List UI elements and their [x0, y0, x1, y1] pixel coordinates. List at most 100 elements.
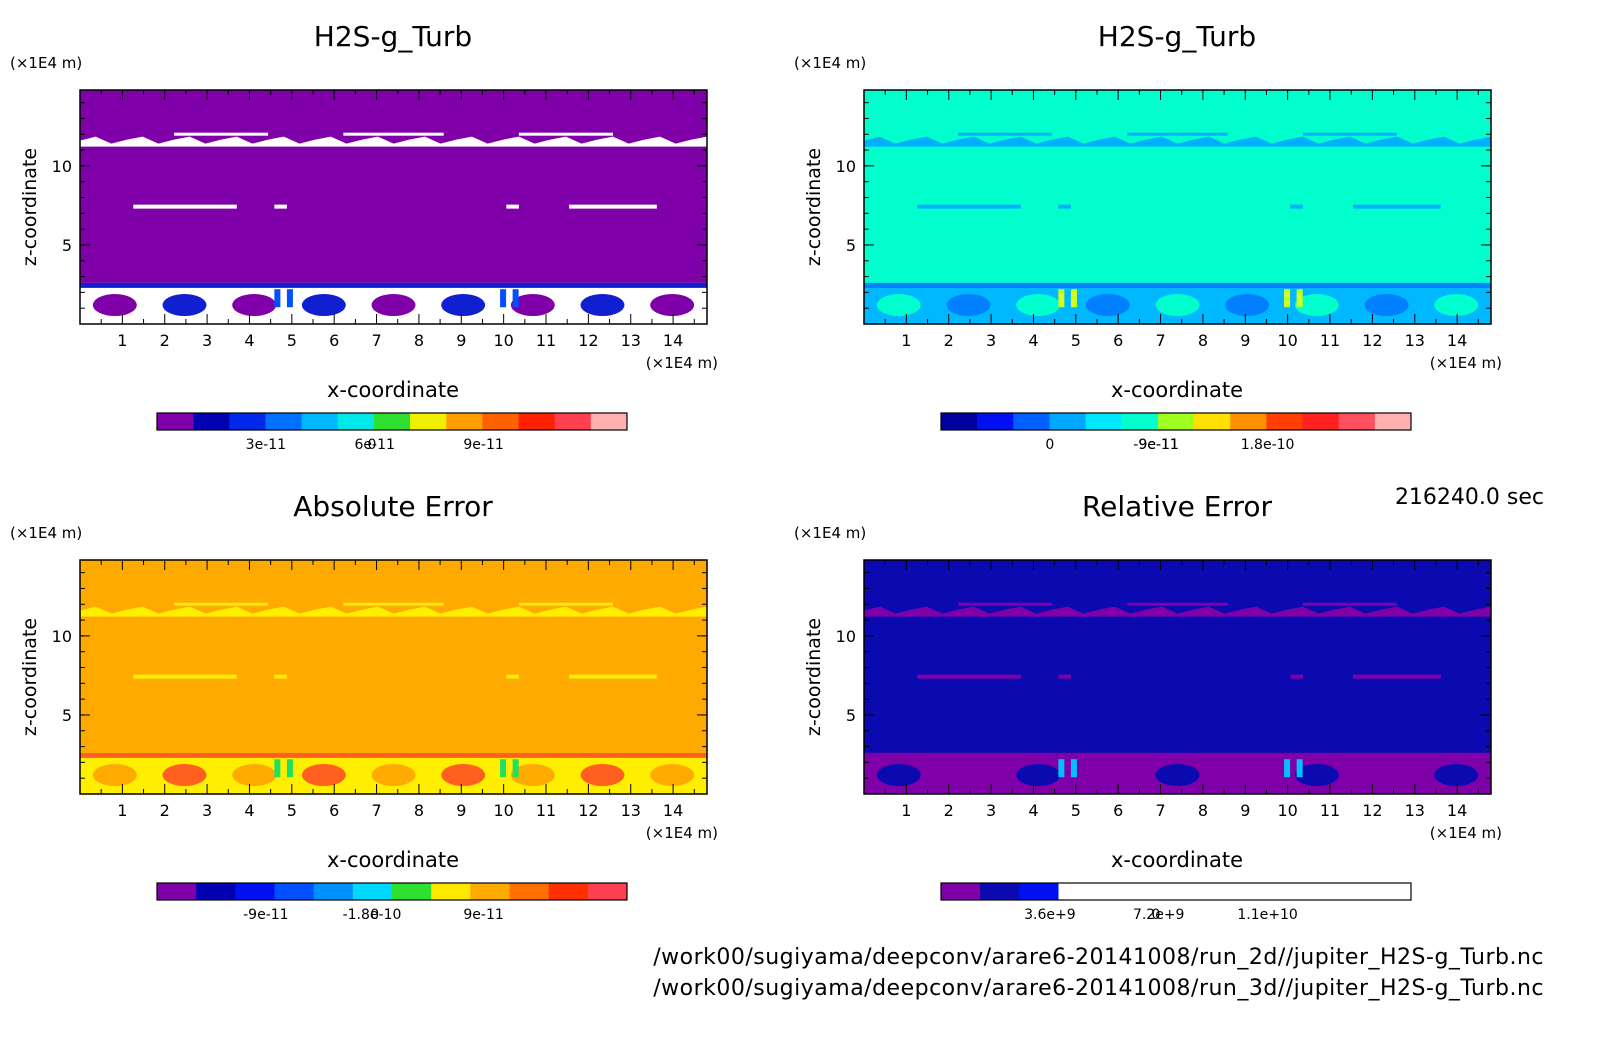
x-tick-label: 7	[371, 331, 381, 350]
turbulent-cell	[876, 764, 921, 787]
colorbar-swatch	[548, 883, 589, 900]
colorbar-swatch	[352, 883, 393, 900]
x-tick-label: 10	[493, 801, 513, 820]
upper-streak-segment	[958, 132, 1053, 136]
colorbar-label: 9e-11	[463, 437, 503, 453]
colorbar-label: 3e-11	[246, 437, 286, 453]
x-tick-label: 5	[287, 801, 297, 820]
updraft-core	[500, 289, 507, 308]
x-tick-label: 9	[456, 331, 466, 350]
mid-streak	[569, 674, 657, 679]
colorbar-swatch	[446, 413, 483, 430]
x-tick-label: 3	[202, 801, 212, 820]
chart-title: Absolute Error	[293, 490, 493, 523]
colorbar-swatch	[157, 413, 194, 430]
colorbar-swatch	[590, 413, 628, 430]
z-axis-title: z-coordinate	[803, 618, 825, 736]
colorbar-swatch	[229, 413, 266, 430]
colorbar-label: 0	[1045, 437, 1054, 453]
x-axis-title: x-coordinate	[327, 378, 459, 402]
colorbar-swatch	[1215, 883, 1255, 900]
colorbar-swatch	[1157, 413, 1195, 430]
chart-title: H2S-g_Turb	[314, 20, 472, 53]
turbulent-cell	[232, 294, 277, 317]
updraft-core	[1070, 759, 1077, 778]
updraft-core	[512, 759, 519, 778]
colorbar-label: 1.1e+10	[1237, 907, 1297, 923]
mid-streak	[506, 204, 519, 209]
chart-title: H2S-g_Turb	[1098, 20, 1256, 53]
mid-streak	[1290, 674, 1303, 679]
colorbar-swatch	[1013, 413, 1050, 430]
mid-streak	[133, 674, 237, 679]
colorbar-swatch	[470, 883, 510, 900]
x-tick-label: 12	[1362, 331, 1382, 350]
turbulent-cell	[1085, 764, 1130, 787]
colorbar-swatch	[265, 413, 303, 430]
updraft-core	[512, 289, 519, 308]
plot-frame	[79, 89, 708, 325]
z-unit-label: (×1E4 m)	[10, 524, 82, 542]
updraft-core	[1284, 759, 1291, 778]
turbulent-cell	[946, 294, 991, 317]
colorbar-swatch	[509, 883, 550, 900]
plot-frame	[863, 559, 1492, 795]
turbulent-cell	[371, 764, 416, 787]
updraft-core	[1058, 759, 1065, 778]
x-unit-label: (×1E4 m)	[1430, 824, 1502, 842]
colorbar-label: -9e-11	[1133, 437, 1178, 453]
low-layer-top	[864, 282, 1491, 288]
colorbar-swatch	[1230, 413, 1267, 430]
colorbar-swatch	[431, 883, 471, 900]
turbulent-cell	[1294, 764, 1339, 787]
plot-frame	[79, 559, 708, 795]
turbulent-cell	[946, 764, 991, 787]
mid-streak	[274, 674, 287, 679]
upper-streak-segment	[343, 602, 444, 606]
x-unit-label: (×1E4 m)	[646, 354, 718, 372]
chart-title: Relative Error	[1082, 490, 1273, 523]
x-tick-label: 2	[944, 331, 954, 350]
colorbar-label: 7.2e+9	[1133, 907, 1185, 923]
turbulent-cell	[1155, 764, 1200, 787]
mid-streak	[133, 204, 237, 209]
x-tick-label: 8	[1198, 331, 1208, 350]
colorbar-label: 9e-11	[1139, 437, 1179, 453]
simulation-time: 216240.0 sec	[1394, 485, 1544, 510]
colorbar-swatch	[235, 883, 275, 900]
x-tick-label: 1	[901, 331, 911, 350]
turbulent-cell	[580, 294, 625, 317]
turbulent-cell	[441, 294, 486, 317]
colorbar-label: 0	[368, 437, 377, 453]
x-tick-label: 1	[117, 331, 127, 350]
x-tick-label: 11	[1320, 801, 1340, 820]
x-tick-label: 4	[1028, 801, 1038, 820]
x-tick-label: 2	[944, 801, 954, 820]
chart-panel-3: Absolute Error(×1E4 m)(×1E4 m)1 2 3 4 5 6 7 8 9 1…	[10, 490, 718, 923]
plot-frame	[863, 89, 1492, 325]
colorbar-swatch	[587, 883, 628, 900]
colorbar-swatch	[1266, 413, 1304, 430]
x-tick-label: 12	[578, 331, 598, 350]
z-tick-label: 10	[836, 157, 856, 176]
x-tick-label: 6	[1113, 801, 1123, 820]
mid-streak	[917, 204, 1021, 209]
x-tick-label: 14	[1447, 331, 1467, 350]
x-tick-label: 10	[493, 331, 513, 350]
x-tick-label: 2	[160, 801, 170, 820]
z-tick-label: 10	[52, 157, 72, 176]
x-tick-label: 8	[414, 801, 424, 820]
colorbar-label: -9e-11	[243, 907, 288, 923]
turbulent-cell	[580, 764, 625, 787]
colorbar-label: 0	[370, 907, 379, 923]
z-tick-label: 5	[846, 706, 856, 725]
turbulent-cell	[371, 294, 416, 317]
x-tick-label: 14	[663, 801, 683, 820]
x-tick-label: 13	[621, 331, 641, 350]
x-tick-label: 11	[1320, 331, 1340, 350]
colorbar-swatch	[1136, 883, 1177, 900]
x-tick-label: 6	[1113, 331, 1123, 350]
colorbar-swatch	[1097, 883, 1138, 900]
file-path-2d: /work00/sugiyama/deepconv/arare6-2014100…	[653, 945, 1544, 970]
updraft-core	[274, 759, 281, 778]
